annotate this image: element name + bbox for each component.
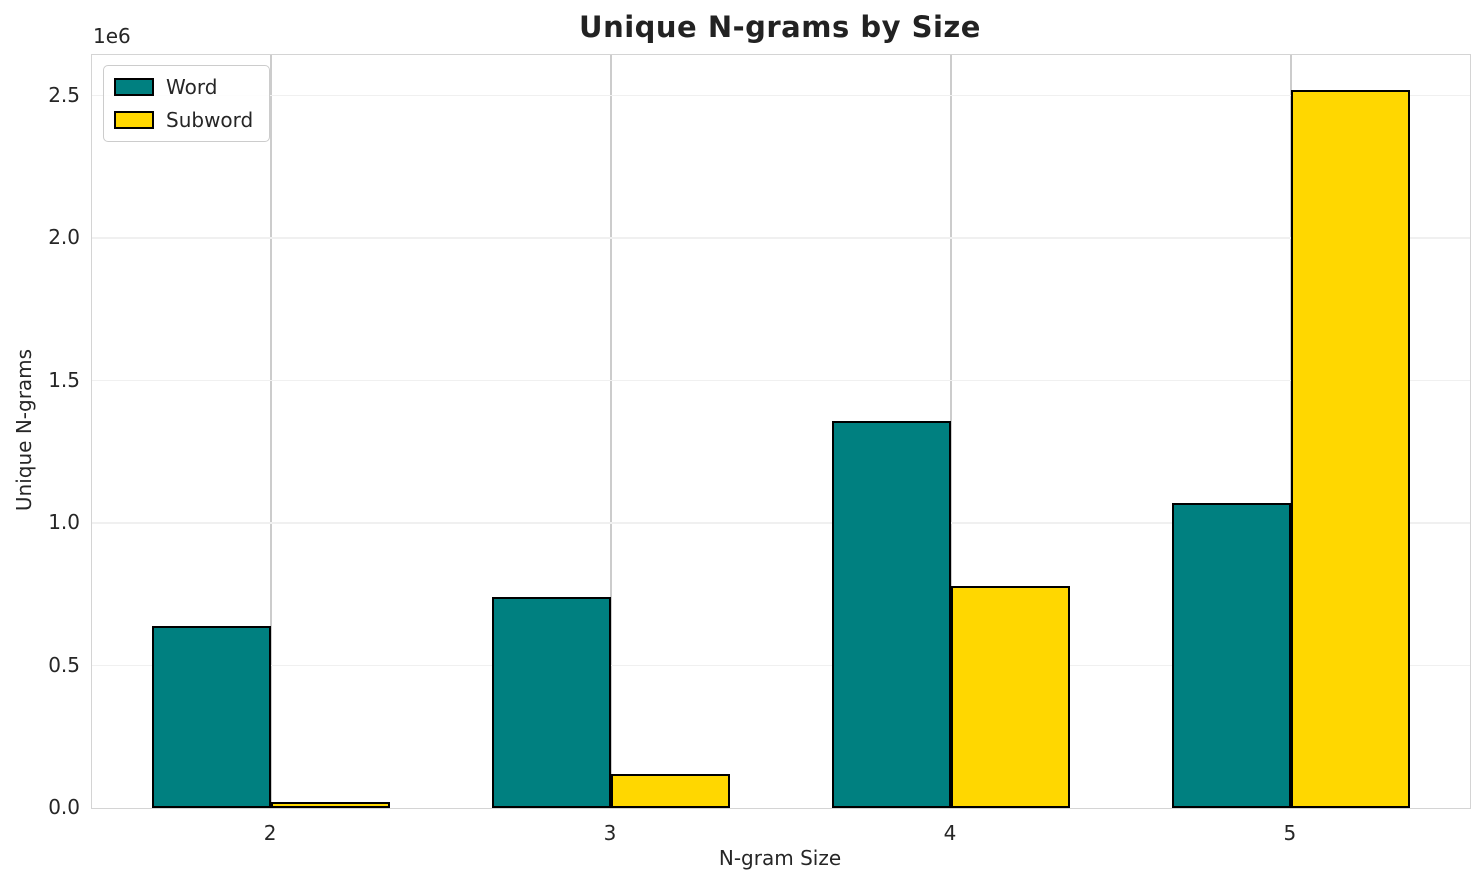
horizontal-gridline (92, 379, 1470, 382)
legend: Word Subword (103, 65, 271, 142)
legend-item-word: Word (114, 74, 253, 100)
y-tick-label: 2.5 (48, 82, 80, 107)
plot-area (91, 54, 1471, 809)
legend-label-subword: Subword (166, 108, 254, 132)
bar-word-5 (1171, 503, 1291, 808)
horizontal-gridline (92, 664, 1470, 667)
bar-word-2 (152, 625, 272, 808)
y-axis-label: Unique N-grams (12, 348, 36, 512)
chart-title: Unique N-grams by Size (579, 10, 981, 44)
y-axis-offset-label: 1e6 (93, 24, 131, 48)
x-tick-label: 3 (603, 821, 617, 845)
y-tick-label: 1.0 (48, 510, 80, 535)
x-tick-label: 2 (263, 821, 277, 845)
subword-series-swatch (114, 111, 154, 129)
bar-subword-3 (611, 773, 730, 808)
x-axis-label: N-gram Size (718, 846, 842, 870)
vertical-gridline (950, 55, 952, 808)
horizontal-gridline (92, 94, 1470, 97)
legend-item-subword: Subword (114, 107, 253, 133)
vertical-gridline (270, 55, 272, 808)
vertical-gridline (610, 55, 612, 808)
bar-word-4 (831, 420, 951, 808)
bar-subword-4 (950, 585, 1070, 808)
bar-subword-5 (1290, 90, 1410, 808)
bar-word-3 (492, 597, 612, 808)
word-series-swatch (114, 78, 154, 96)
y-tick-label: 2.0 (48, 225, 80, 250)
legend-label-word: Word (166, 75, 218, 99)
x-tick-label: 5 (1283, 821, 1297, 845)
y-tick-label: 0.0 (48, 795, 80, 819)
y-tick-label: 1.5 (48, 367, 80, 392)
horizontal-gridline (92, 237, 1470, 239)
y-tick-label: 0.5 (48, 652, 80, 677)
x-tick-label: 4 (943, 821, 957, 845)
horizontal-gridline (92, 522, 1470, 524)
bar-subword-2 (271, 802, 391, 808)
